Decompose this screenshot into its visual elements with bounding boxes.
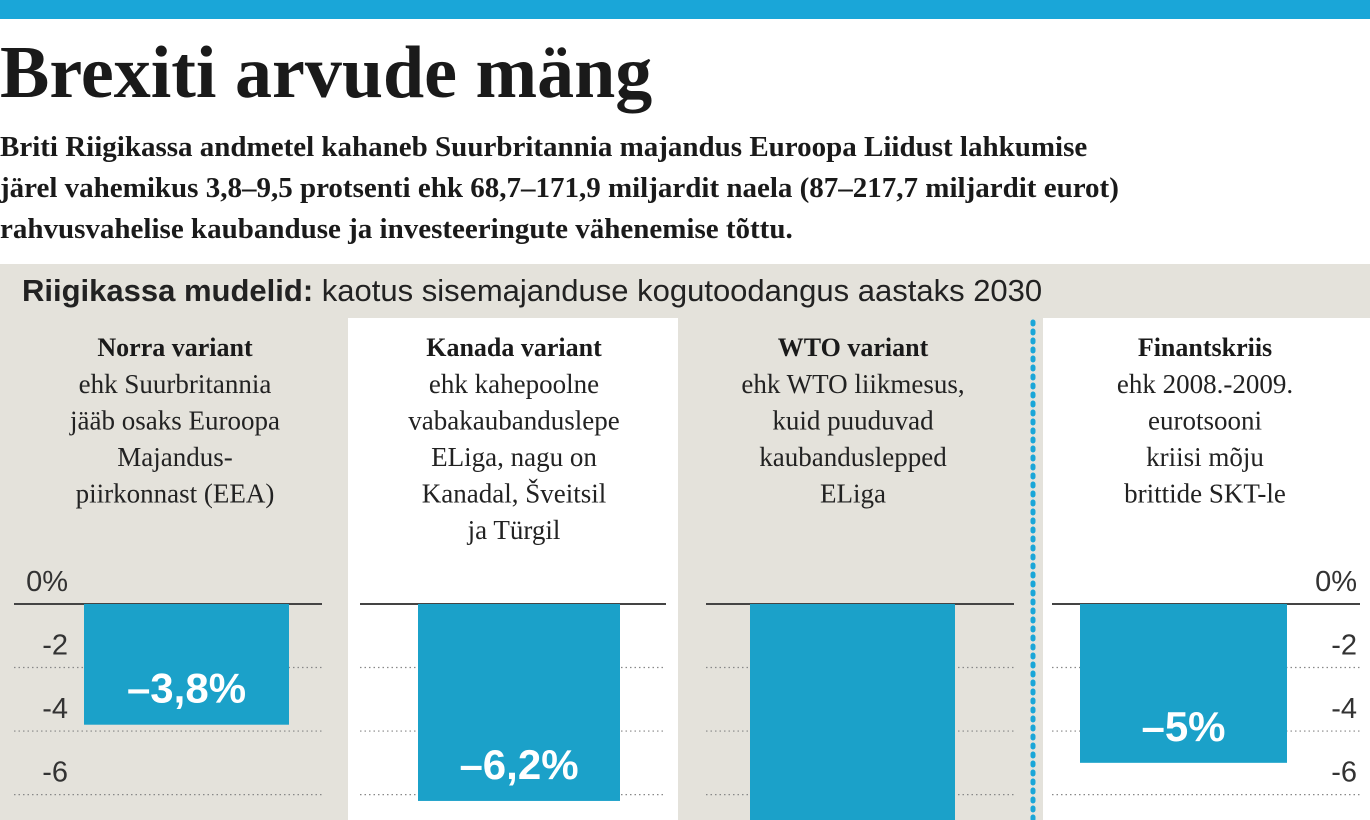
bar (1080, 604, 1287, 763)
category-description: ja Türgil (467, 515, 561, 545)
category-description: ehk kahepoolne (429, 369, 599, 399)
chart-heading-rest: kaotus sisemajanduse kogutoodangus aasta… (322, 273, 1042, 308)
category-description: Majandus- (117, 442, 232, 472)
category-description: piirkonnast (EEA) (76, 479, 275, 509)
category-description: kaubanduslepped (759, 442, 947, 472)
y-tick-label: 0% (26, 566, 68, 598)
category-description: ehk 2008.-2009. (1117, 369, 1293, 399)
chart-heading: Riigikassa mudelid: kaotus sisemajanduse… (22, 273, 1042, 308)
category-label: WTO variant (778, 333, 929, 362)
category-description: ehk WTO liikmesus, (741, 369, 964, 399)
value-label: –5% (1141, 703, 1225, 750)
value-label: –6,2% (459, 741, 578, 788)
y-tick-label: -6 (1331, 757, 1357, 789)
y-tick-label: -6 (42, 757, 68, 789)
top-bar (0, 0, 1370, 19)
bar (418, 604, 620, 801)
bar (750, 604, 955, 820)
category-description: kriisi mõju (1146, 442, 1264, 472)
category-description: ehk Suurbritannia (79, 369, 272, 399)
y-tick-label: -4 (42, 693, 68, 725)
category-label: Kanada variant (426, 333, 602, 362)
category-description: ELiga, nagu on (431, 442, 597, 472)
category-label: Norra variant (97, 333, 253, 362)
category-description: Kanadal, Šveitsil (422, 479, 606, 509)
category-description: vabakaubanduslepe (408, 406, 619, 436)
category-description: eurotsooni (1148, 406, 1262, 436)
category-description: ELiga (820, 479, 886, 509)
chart-heading-bold: Riigikassa mudelid: (22, 273, 313, 308)
category-description: jääb osaks Euroopa (69, 406, 280, 436)
y-tick-label: 0% (1315, 566, 1357, 598)
y-tick-label: -4 (1331, 693, 1357, 725)
y-tick-label: -2 (1331, 630, 1357, 662)
category-description: brittide SKT-le (1124, 479, 1286, 509)
bar (84, 604, 289, 725)
category-label: Finantskriis (1138, 333, 1272, 362)
category-description: kuid puuduvad (772, 406, 934, 436)
chart-title: Brexiti arvude mäng (0, 32, 652, 114)
subtitle: järel vahemikus 3,8–9,5 protsenti ehk 68… (0, 172, 1119, 204)
y-tick-label: -2 (42, 630, 68, 662)
subtitle: Briti Riigikassa andmetel kahaneb Suurbr… (0, 131, 1087, 163)
value-label: –3,8% (127, 665, 246, 712)
subtitle: rahvusvahelise kaubanduse ja investeerin… (0, 213, 793, 245)
